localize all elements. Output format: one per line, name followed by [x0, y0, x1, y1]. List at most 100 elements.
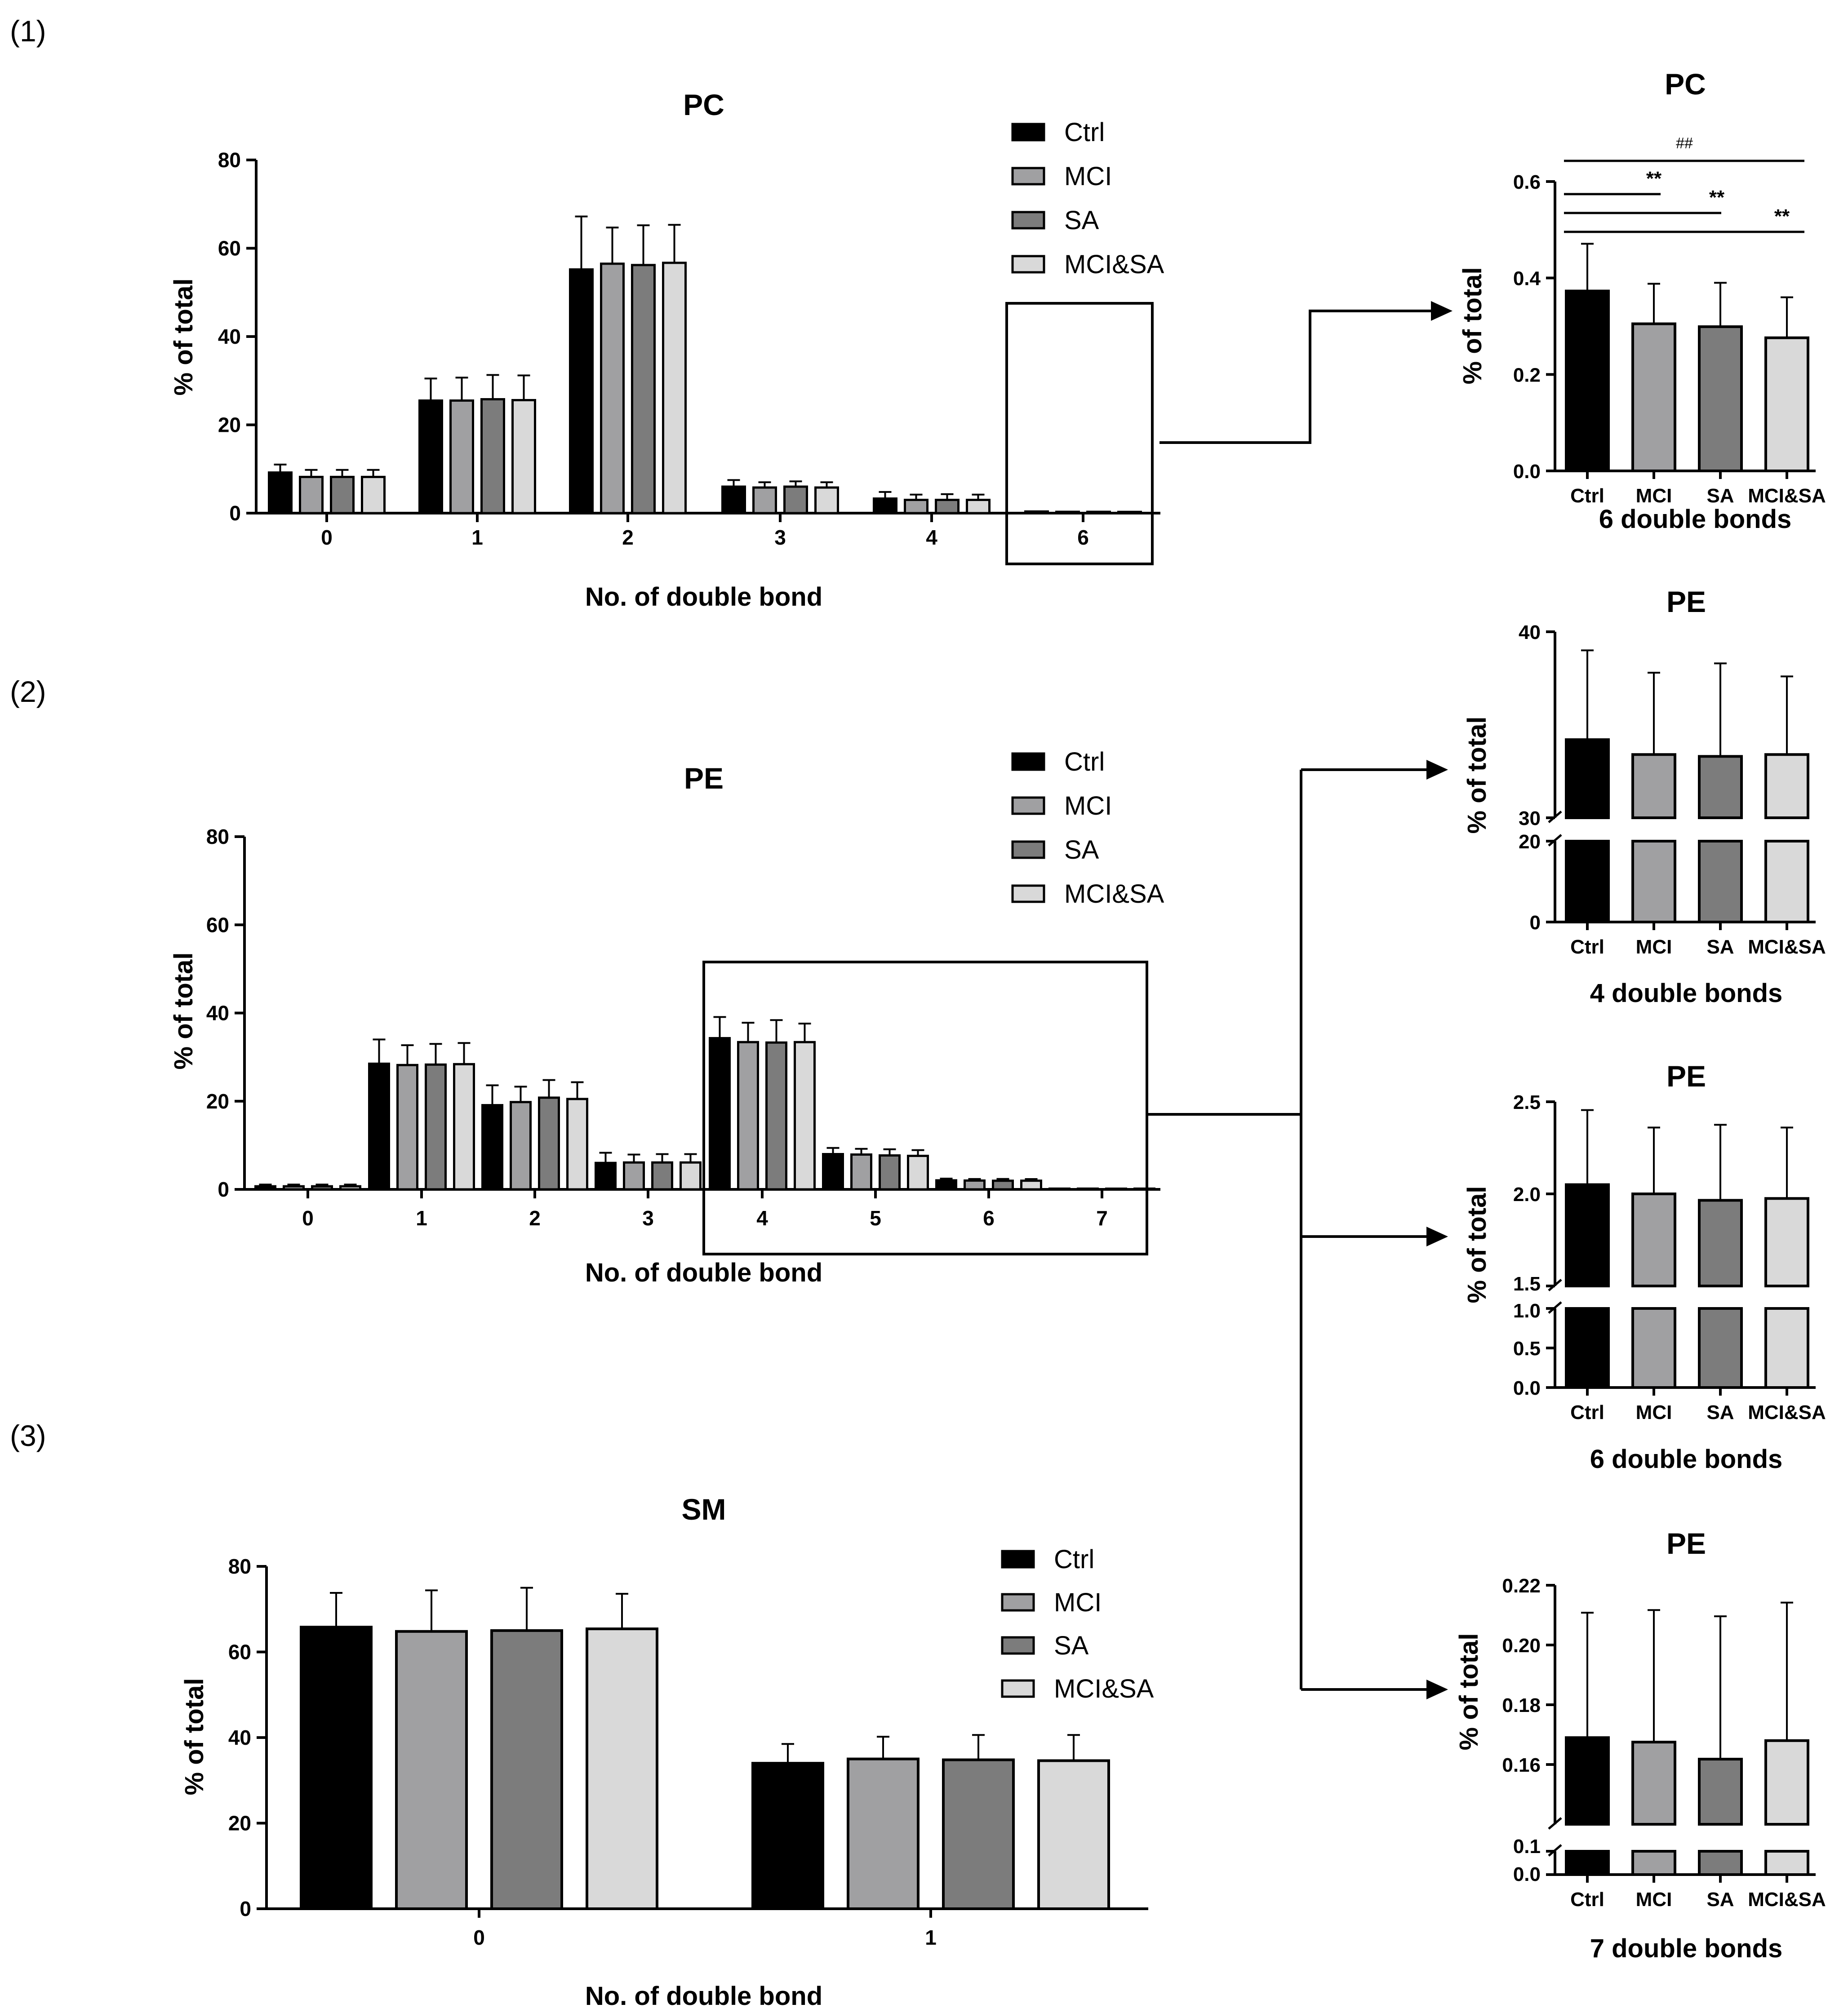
- legend-label-ctrl: Ctrl: [1064, 118, 1105, 147]
- pe-inset-6-bar-mciandsa-upper: [1764, 1197, 1809, 1287]
- pe-main-ytick-label-80: 80: [206, 825, 229, 848]
- pe-inset-7-bar-ctrl-lower: [1565, 1850, 1610, 1876]
- pe-main-ytick-label-40: 40: [206, 1002, 229, 1025]
- pe-inset-6-xtick-label-ctrl: Ctrl: [1570, 1401, 1604, 1423]
- pe-inset-6-bar-ctrl-lower: [1565, 1307, 1610, 1389]
- sm-main-bar-sa-1: [942, 1758, 1015, 1911]
- pe-inset-7-yticks: 0.0 0.1 0.16 0.18 0.20 0.22: [1502, 1575, 1562, 1885]
- pe-inset-6-ytick-label-1-5: 1.5: [1513, 1273, 1541, 1295]
- pc-main-ylabel: % of total: [169, 279, 198, 396]
- pe-inset-6-xlabel: 6 double bonds: [1590, 1445, 1783, 1474]
- pc-inset-ylabel: % of total: [1458, 267, 1487, 385]
- pe-main-bar-sa-3: [651, 1161, 673, 1191]
- pe-inset-7-bar-mciandsa-lower: [1764, 1850, 1809, 1876]
- panel-label-3: (3): [10, 1419, 46, 1452]
- pc-main-bar-mci-0: [299, 475, 324, 514]
- pe-main-bar-mciandsa-5: [907, 1154, 929, 1191]
- pe-main-xtick-label-5: 5: [870, 1206, 881, 1230]
- pe-main-chart: PE % of total No. of double bond 0204060…: [169, 747, 1164, 1287]
- pe-inset-6-xtick-label-sa: SA: [1706, 1401, 1734, 1423]
- pe-main-bar-mciandsa-6: [1020, 1179, 1042, 1191]
- pe-main-bar-sa-2: [538, 1096, 560, 1191]
- pe-inset-7-ylabel: % of total: [1454, 1633, 1484, 1751]
- pe-inset-6-bar-mci-upper: [1631, 1193, 1676, 1287]
- pe-connector-arrows: [1147, 760, 1448, 1699]
- sm-main-ytick-label-0: 0: [240, 1897, 251, 1920]
- sm-main-chart: SM % of total No. of double bond 0 20 40 60…: [180, 1493, 1154, 2011]
- pc-inset-bar-ctrl: [1565, 289, 1610, 472]
- legend-swatch-ctrl: [1011, 752, 1045, 771]
- pe-inset-7-ytick-label-0-18: 0.18: [1502, 1694, 1541, 1716]
- pe-inset-4-xticks: Ctrl MCI SA MCI&SA: [1555, 921, 1826, 958]
- sm-main-bar-mciandsa-0: [586, 1627, 658, 1910]
- pc-main-bar-ctrl-6: [1024, 510, 1049, 514]
- sm-main-bar-sa-0: [490, 1629, 563, 1910]
- pe-main-bar-mci-0: [283, 1185, 305, 1191]
- panel-label-2: (2): [10, 675, 46, 708]
- pe-main-bar-mci-2: [510, 1101, 532, 1191]
- sig-label-ctrl-mci: **: [1646, 168, 1662, 190]
- pe-main-bar-mci-6: [964, 1179, 986, 1191]
- sm-main-bar-ctrl-1: [751, 1762, 824, 1910]
- pe-main-xlabel: No. of double bond: [585, 1258, 822, 1287]
- pc-main-xtick-label-0: 0: [321, 526, 333, 549]
- pe-inset-7-bars: [1565, 1601, 1809, 1876]
- pe-main-legend: Ctrl MCI SA MCI&SA: [1011, 747, 1164, 909]
- pc-inset-chart: PC % of total 6 double bonds 0.00.20.40.…: [1458, 67, 1826, 534]
- pc-inset-significance: ## ** ** **: [1564, 135, 1804, 233]
- pc-inset-yticks: 0.0 0.2 0.4 0.6: [1513, 171, 1556, 483]
- pe-main-bar-mciandsa-4: [794, 1041, 816, 1191]
- pc-main-ytick-label-40: 40: [218, 325, 241, 348]
- legend-swatch-sa: [1011, 211, 1045, 230]
- pe-main-xticks: 0 1 2 3 4 5 6 7: [302, 1189, 1108, 1230]
- pe-inset-4-bar-mciandsa-lower: [1764, 840, 1809, 923]
- pe-inset-7-bar-sa-lower: [1698, 1850, 1743, 1876]
- pe-inset-7-xtick-label-sa: SA: [1706, 1889, 1734, 1911]
- pc-main-bar-mciandsa-2: [662, 262, 687, 514]
- pc-inset-ytick-label-0-6: 0.6: [1513, 171, 1541, 193]
- pe-inset-6-bar-ctrl-upper: [1565, 1183, 1610, 1287]
- pe-inset-6-bar-sa-lower: [1698, 1307, 1743, 1389]
- pe-inset-6-ytick-label-1-0: 1.0: [1513, 1300, 1541, 1322]
- pe-inset-4-bar-mciandsa-upper: [1764, 753, 1809, 819]
- pe-main-xtick-label-0: 0: [302, 1206, 314, 1230]
- pe-main-bar-ctrl-6: [935, 1179, 957, 1191]
- pe-inset-4-xtick-label-sa: SA: [1706, 936, 1734, 958]
- pe-main-bar-mci-3: [623, 1161, 645, 1191]
- pe-main-xtick-label-3: 3: [642, 1206, 654, 1230]
- pc-main-bar-ctrl-4: [873, 497, 897, 514]
- sm-main-yticks: 0 20 40 60 80: [228, 1555, 1148, 1920]
- pe-main-ytick-label-20: 20: [206, 1090, 229, 1113]
- pe-inset-6-title: PE: [1666, 1060, 1706, 1093]
- pe-inset-7-chart: PE % of total 7 double bonds 0.00.10.160…: [1454, 1527, 1826, 1963]
- legend-swatch-mcisa: [1001, 1679, 1035, 1698]
- sm-main-xtick-label-1: 1: [925, 1926, 937, 1949]
- pe-inset-7-xtick-label-mci: MCI: [1636, 1889, 1672, 1911]
- pe-main-xtick-label-1: 1: [416, 1206, 427, 1230]
- pe-main-bar-mciandsa-7: [1133, 1187, 1155, 1191]
- pc-main-xtick-label-6: 6: [1077, 526, 1089, 549]
- sm-main-xtick-label-0: 0: [473, 1926, 485, 1949]
- pc-main-legend: Ctrl MCI SA MCI&SA: [1011, 118, 1164, 279]
- legend-label-sa: SA: [1054, 1631, 1089, 1660]
- legend-swatch-sa: [1001, 1636, 1035, 1655]
- pe-main-bar-sa-7: [1105, 1187, 1127, 1191]
- pe-main-bar-ctrl-5: [822, 1153, 844, 1191]
- pc-inset-ytick-label-0-0: 0.0: [1513, 461, 1541, 483]
- pe-main-bar-ctrl-4: [709, 1037, 731, 1191]
- pc-main-bars: [268, 215, 1142, 514]
- legend-label-ctrl: Ctrl: [1064, 747, 1105, 776]
- pe-inset-6-xticks: Ctrl MCI SA MCI&SA: [1555, 1386, 1826, 1423]
- sm-main-ytick-label-20: 20: [228, 1812, 251, 1835]
- pe-main-bar-sa-5: [879, 1154, 901, 1191]
- pe-main-bar-mci-5: [850, 1153, 872, 1191]
- pc-inset-bar-mciandsa: [1764, 336, 1809, 472]
- pe-inset-7-bar-sa-upper: [1698, 1758, 1743, 1826]
- pc-main-bar-mci-2: [600, 262, 625, 514]
- pe-inset-6-bars: [1565, 1109, 1809, 1389]
- pe-inset-4-bar-sa-upper: [1698, 755, 1743, 819]
- pe-main-ytick-label-0: 0: [218, 1178, 229, 1201]
